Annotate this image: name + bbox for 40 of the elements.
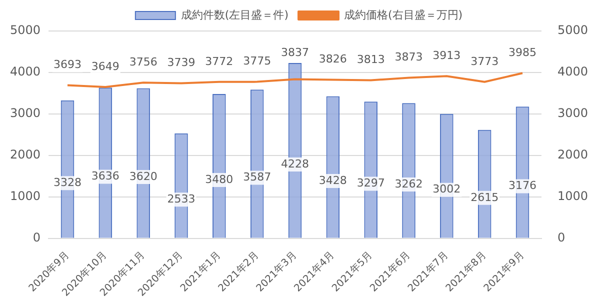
y-tick-label: 5000 [10, 23, 41, 38]
data-label: 3262 [394, 177, 423, 190]
y-tick-label: 4000 [10, 64, 41, 79]
data-label: 3873 [394, 50, 423, 64]
y2-tick-label: 4000 [557, 64, 588, 79]
data-label: 3739 [167, 56, 196, 70]
data-label: 3985 [508, 46, 536, 59]
data-label: 3775 [243, 54, 272, 68]
data-label: 3772 [205, 54, 234, 68]
data-label: 3480 [205, 172, 234, 186]
data-label: 3826 [318, 52, 347, 66]
data-label: 2533 [167, 192, 196, 206]
data-label: 3773 [470, 54, 499, 68]
data-label: 3002 [432, 182, 461, 196]
y-tick-label: 1000 [10, 189, 41, 204]
data-label: 3813 [356, 53, 385, 66]
y-tick-label: 0 [32, 230, 41, 245]
data-label: 3756 [129, 55, 158, 68]
y2-tick-label: 5000 [557, 23, 588, 38]
data-label: 3693 [54, 58, 82, 72]
data-label: 3428 [318, 174, 347, 187]
data-label: 3328 [54, 176, 82, 189]
data-label: 4228 [281, 157, 309, 170]
legend-label: 成約件数(左目盛＝件) [180, 8, 289, 22]
y-tick-label: 2000 [10, 148, 41, 162]
y-tick-label: 3000 [10, 106, 41, 120]
data-label: 3649 [91, 60, 120, 73]
data-label: 3620 [129, 170, 158, 183]
data-label: 3297 [356, 176, 385, 190]
data-label: 3587 [243, 170, 272, 184]
data-label: 3837 [281, 46, 309, 59]
y2-tick-label: 0 [557, 230, 566, 245]
data-label: 2615 [470, 190, 499, 204]
y2-tick-label: 1000 [557, 189, 588, 204]
data-label: 3636 [91, 170, 120, 183]
y2-tick-label: 3000 [557, 106, 588, 120]
y2-tick-label: 2000 [557, 148, 588, 162]
data-label: 3913 [432, 48, 461, 62]
data-label: 3176 [508, 179, 536, 192]
legend-label: 成約価格(右目盛＝万円) [344, 8, 463, 22]
